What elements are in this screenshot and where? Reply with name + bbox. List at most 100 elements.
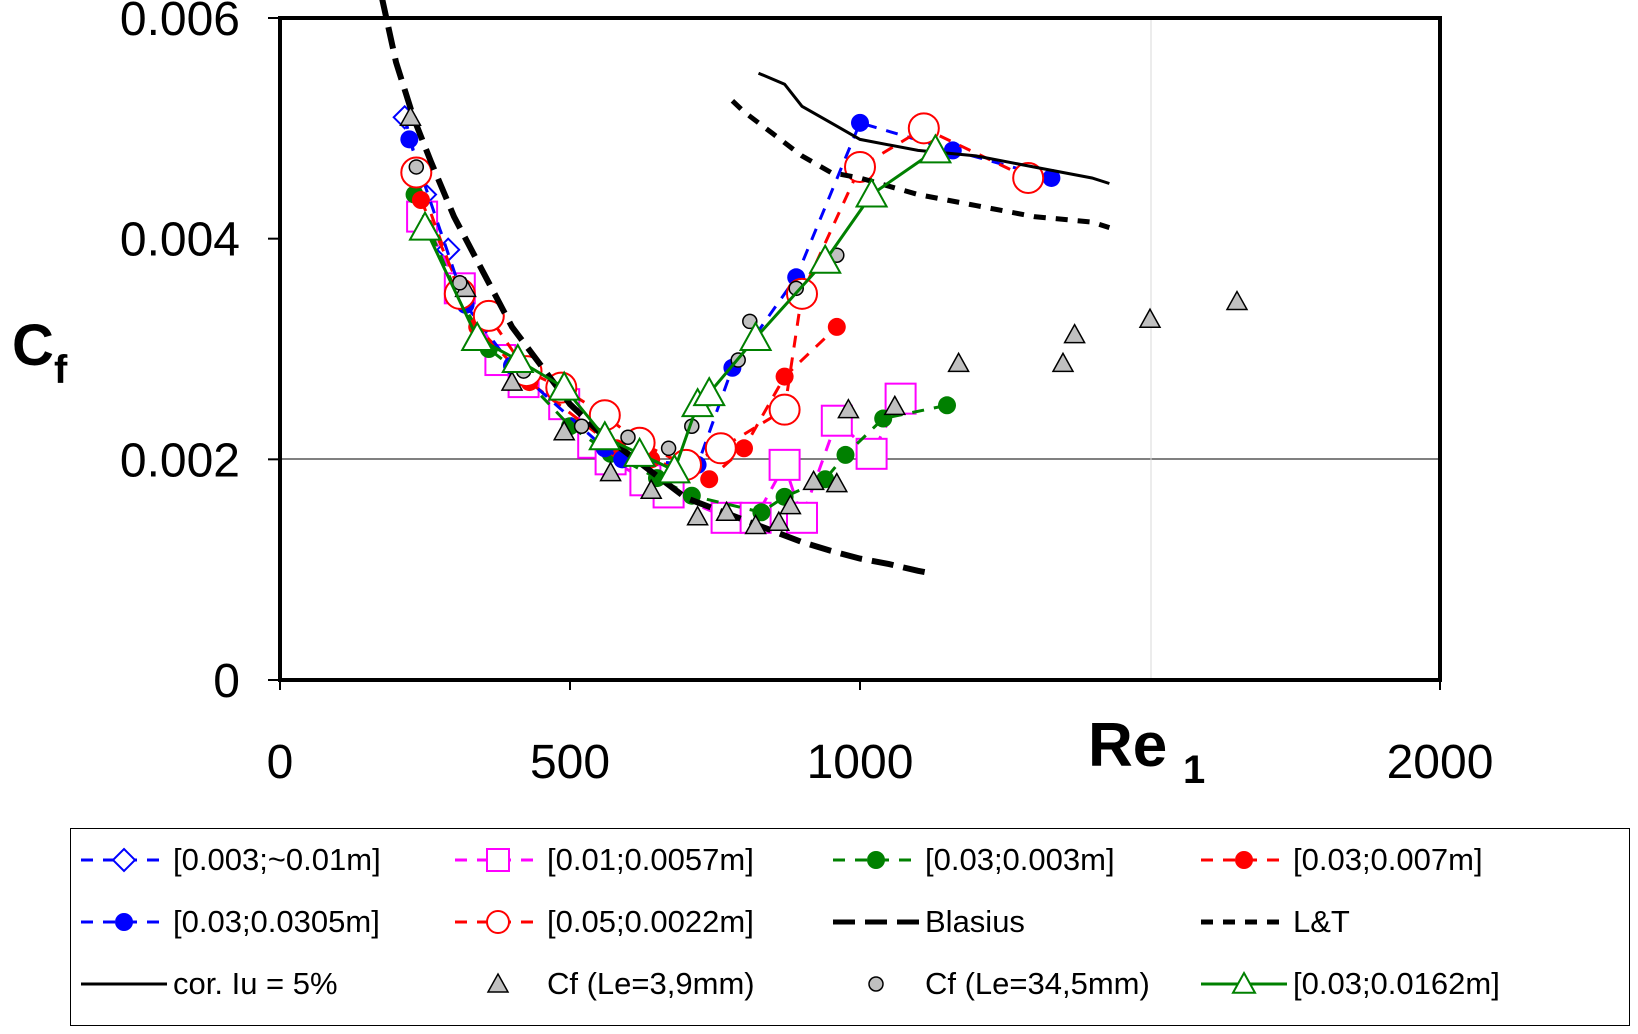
- legend-item: cor. Iu = 5%: [77, 959, 338, 1009]
- data-point: [1012, 161, 1045, 194]
- legend-marker: [486, 910, 510, 934]
- data-point: [1138, 307, 1162, 328]
- data-point: [452, 275, 468, 291]
- x-tick-label: 2000: [1387, 736, 1494, 789]
- legend-label: [0.03;0.007m]: [1293, 842, 1483, 877]
- legend-item: [0.03;0.0162m]: [1197, 959, 1500, 1009]
- legend-marker: [486, 972, 510, 993]
- data-point: [1225, 290, 1249, 311]
- x-tick-label: 1000: [807, 736, 914, 789]
- data-point: [622, 436, 657, 467]
- legend-swatch: [81, 847, 167, 873]
- x-tick-label: 0: [267, 736, 294, 789]
- data-point: [500, 370, 524, 391]
- legend-label: Cf (Le=3,9mm): [547, 966, 755, 1001]
- data-point: [938, 396, 956, 415]
- data-point: [501, 342, 535, 374]
- legend-marker: [868, 976, 884, 992]
- legend-item: [0.01;0.0057m]: [451, 835, 754, 885]
- data-point: [715, 500, 738, 522]
- data-point: [907, 112, 940, 145]
- series-line: [407, 120, 1052, 467]
- data-point: [657, 453, 692, 484]
- legend-swatch: [833, 851, 919, 869]
- data-point: [837, 398, 860, 419]
- data-point: [639, 478, 663, 499]
- data-point: [399, 105, 422, 127]
- legend-marker: [486, 848, 510, 872]
- legend-item: Blasius: [829, 897, 1025, 947]
- data-point: [599, 461, 622, 482]
- data-point: [408, 210, 442, 241]
- data-point: [768, 393, 801, 426]
- legend-item: Cf (Le=3,9mm): [451, 959, 755, 1009]
- data-point: [1051, 351, 1075, 373]
- legend-item: [0.03;0.003m]: [829, 835, 1115, 885]
- data-point: [744, 513, 767, 535]
- data-point: [400, 130, 419, 149]
- legend: [0.003;~0.01m] [0.01;0.0057m] [0.03;0.003m…: [70, 828, 1630, 1026]
- series-line: [414, 126, 1029, 467]
- data-point: [788, 280, 804, 297]
- data-point: [692, 376, 726, 407]
- legend-label: [0.03;0.0162m]: [1293, 966, 1500, 1001]
- legend-item: [0.03;0.007m]: [1197, 835, 1483, 885]
- data-point: [825, 472, 849, 493]
- data-point: [1042, 168, 1061, 187]
- legend-swatch: [455, 848, 541, 872]
- y-axis-label-subscript: f: [54, 348, 68, 392]
- legend-label: [0.03;0.003m]: [925, 842, 1115, 877]
- y-axis-label: C: [12, 313, 54, 378]
- data-point: [735, 439, 753, 458]
- y-tick-label: 0: [213, 655, 240, 708]
- legend-label: [0.05;0.0022m]: [547, 904, 754, 939]
- data-point: [808, 243, 842, 274]
- legend-item: [0.03;0.0305m]: [77, 897, 380, 947]
- data-point: [802, 469, 825, 491]
- legend-label: L&T: [1293, 904, 1350, 939]
- legend-item: L&T: [1197, 897, 1350, 947]
- data-point: [883, 394, 907, 416]
- data-point: [1063, 323, 1086, 344]
- y-axis-title: C f: [12, 313, 68, 392]
- legend-label: [0.003;~0.01m]: [173, 842, 381, 877]
- legend-item: [0.05;0.0022m]: [451, 897, 754, 947]
- data-point: [408, 159, 425, 175]
- legend-item: Cf (Le=34,5mm): [829, 959, 1150, 1009]
- data-point: [768, 448, 801, 481]
- data-point: [738, 320, 773, 351]
- x-tick-label: 500: [530, 736, 610, 789]
- data-point: [686, 505, 709, 526]
- data-point: [851, 113, 869, 132]
- legend-label: [0.01;0.0057m]: [547, 842, 754, 877]
- data-point: [620, 429, 636, 446]
- legend-label: cor. Iu = 5%: [173, 966, 338, 1001]
- x-axis-label: Re: [1088, 711, 1167, 780]
- data-point: [552, 420, 576, 441]
- legend-swatch: [486, 972, 510, 993]
- legend-marker: [111, 847, 137, 873]
- data-point: [472, 299, 505, 332]
- data-point: [855, 437, 888, 470]
- legend-label: Cf (Le=34,5mm): [925, 966, 1150, 1001]
- y-tick-label: 0.004: [120, 214, 240, 267]
- axes-layer: 0 0.002 0.004 0.006 0 500 1000 2000: [120, 0, 1494, 789]
- legend-swatch: [1201, 851, 1287, 869]
- data-point: [742, 313, 758, 330]
- y-tick-label: 0.006: [120, 0, 240, 46]
- y-tick-label: 0.002: [120, 434, 240, 487]
- legend-swatch: [81, 982, 167, 986]
- legend-swatch: [81, 913, 167, 931]
- data-point: [573, 418, 590, 434]
- data-point: [704, 432, 737, 465]
- data-point: [918, 133, 953, 164]
- data-point: [827, 317, 846, 336]
- legend-marker: [867, 851, 885, 869]
- series-cf-le39: [399, 105, 1249, 535]
- legend-marker: [115, 913, 133, 931]
- data-point: [947, 351, 970, 373]
- data-point: [775, 367, 794, 386]
- series-003-00162: [408, 133, 953, 484]
- legend-item: [0.003;~0.01m]: [77, 835, 381, 885]
- legend-label: [0.03;0.0305m]: [173, 904, 380, 939]
